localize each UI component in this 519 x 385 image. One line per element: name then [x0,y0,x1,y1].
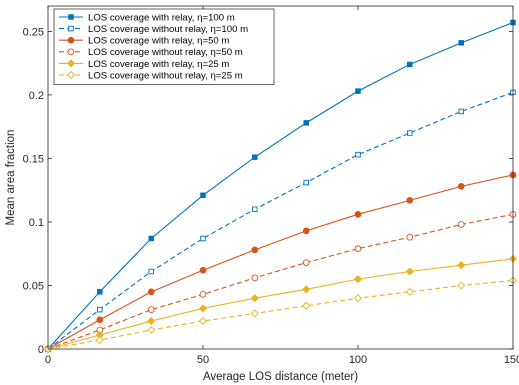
legend-swatch-marker [66,59,76,68]
series-line [47,91,514,350]
x-tick-label: 50 [197,354,209,366]
data-point [200,235,206,242]
data-point [97,289,103,295]
series-layer [43,19,518,354]
series-line [47,279,514,350]
data-point [250,294,259,303]
data-point [302,227,310,235]
data-point [200,192,206,199]
data-point [302,301,311,310]
legend-label: LOS coverage without relay, η=50 m [88,47,243,58]
plot-frame [47,5,514,350]
data-point [198,317,208,326]
data-point [97,306,103,313]
y-tick-label: 0.2 [29,90,44,102]
legend-item: LOS coverage without relay, η=25 m [59,70,243,81]
data-point [251,246,259,254]
data-point [147,288,155,296]
data-point [251,274,259,282]
data-point [457,281,466,290]
data-point [147,325,156,334]
legend-label: LOS coverage without relay, η=100 m [88,24,248,35]
data-point [147,317,156,326]
y-tick-label: 0.15 [23,153,44,165]
legend-item: LOS coverage with relay, η=100 m [59,12,235,23]
data-point [95,336,104,345]
y-tick-label: 0.05 [23,280,44,292]
series-line [47,213,514,350]
data-point [198,304,208,313]
data-point [302,285,311,294]
data-point [355,88,361,94]
legend-box [53,8,275,85]
data-point [148,235,154,242]
data-point [199,291,207,298]
series-line [47,174,514,350]
legend-label: LOS coverage without relay, η=25 m [88,70,243,81]
y-axis-label: Mean area fraction [5,130,17,226]
axis-ticks: 0 50 100 150 0 0.05 0.1 0.15 0.2 0.25 [23,6,519,366]
series-line [47,21,514,350]
series-6 [43,276,518,354]
data-point [252,206,258,213]
data-point [458,40,464,46]
data-point [405,287,414,296]
legend-label: LOS coverage with relay, η=25 m [88,59,229,70]
data-point [302,259,310,266]
data-point [250,309,259,318]
legend-swatch-marker [68,25,74,32]
data-point [353,294,363,303]
data-point [406,233,414,241]
data-point [353,275,363,284]
data-point [148,268,154,275]
data-point [354,245,362,252]
data-point [407,61,413,68]
data-point [147,306,155,313]
data-point [406,197,414,204]
data-point [457,221,465,228]
data-point [199,266,207,274]
y-tick-label: 0 [38,344,44,356]
data-point [303,120,309,126]
series-line [47,258,514,350]
y-tick-label: 0.1 [29,217,44,229]
legend-item: LOS coverage without relay, η=100 m [59,24,248,35]
data-point [457,261,466,270]
legend-swatch-marker [67,36,75,44]
legend-item: LOS coverage with relay, η=50 m [59,36,229,47]
legend-label: LOS coverage with relay, η=100 m [88,12,235,23]
y-tick-label: 0.25 [23,26,44,38]
x-tick-label: 0 [45,354,51,366]
data-point [303,179,309,186]
data-point [354,210,362,218]
legend-label: LOS coverage with relay, η=50 m [88,36,229,47]
legend-item: LOS coverage without relay, η=50 m [59,47,243,58]
x-axis-label: Average LOS distance (meter) [203,371,358,383]
legend-swatch-marker [66,70,76,80]
data-point [405,267,414,276]
data-point [96,316,104,324]
legend-swatch-marker [67,48,75,56]
data-point [407,130,413,136]
x-tick-label: 100 [349,354,367,366]
data-point [355,151,361,158]
data-point [458,108,464,115]
legend-swatch-marker [68,14,74,20]
data-point [457,183,465,190]
data-point [252,154,258,160]
x-tick-label: 150 [504,354,519,366]
legend-item: LOS coverage with relay, η=25 m [59,59,229,70]
